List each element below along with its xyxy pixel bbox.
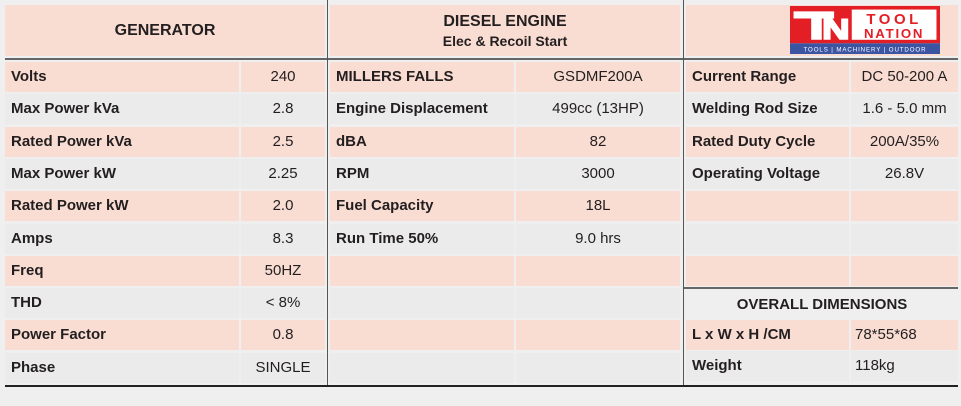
column-divider [683, 0, 684, 386]
spec-label: dBA [330, 127, 514, 157]
spec-label: L x W x H /CM [686, 320, 849, 350]
svg-text:TOOLS | MACHINERY | OUTDOOR: TOOLS | MACHINERY | OUTDOOR [804, 46, 927, 53]
diesel-title: DIESEL ENGINE [443, 12, 567, 30]
spec-value: 118kg [851, 351, 958, 381]
spec-label [330, 353, 514, 383]
svg-text:NATION: NATION [864, 26, 924, 41]
spec-label: Run Time 50% [330, 224, 514, 254]
spec-label: Max Power kVa [5, 94, 239, 124]
spec-value: 2.8 [241, 94, 325, 124]
spec-value: 1.6 - 5.0 mm [851, 94, 958, 124]
tool-nation-logo: TOOL NATION TOOLS | MACHINERY | OUTDOOR [790, 6, 940, 54]
spec-label: Phase [5, 353, 239, 383]
spec-value [516, 320, 680, 350]
dimensions-divider [684, 287, 958, 289]
spec-label: Engine Displacement [330, 94, 514, 124]
spec-label [686, 256, 849, 286]
spec-value: 50HZ [241, 256, 325, 286]
spec-value [851, 191, 958, 221]
spec-value: SINGLE [241, 353, 325, 383]
spec-value: 78*55*68 [851, 320, 958, 350]
spec-value: 2.5 [241, 127, 325, 157]
spec-value: 240 [241, 62, 325, 92]
diesel-subtitle: Elec & Recoil Start [442, 32, 568, 49]
spec-value: 499cc (13HP) [516, 94, 680, 124]
spec-value: 2.0 [241, 191, 325, 221]
spec-label: RPM [330, 159, 514, 189]
spec-label [330, 288, 514, 318]
spec-value: < 8% [241, 288, 325, 318]
spec-value: DC 50-200 A [851, 62, 958, 92]
spec-label: Rated Power kW [5, 191, 239, 221]
svg-text:TOOL: TOOL [866, 11, 921, 28]
spec-value: 0.8 [241, 320, 325, 350]
spec-value: 18L [516, 191, 680, 221]
spec-value [851, 224, 958, 254]
spec-label: MILLERS FALLS [330, 62, 514, 92]
spec-value: 2.25 [241, 159, 325, 189]
spec-value: 26.8V [851, 159, 958, 189]
spec-label: Power Factor [5, 320, 239, 350]
spec-value: 200A/35% [851, 127, 958, 157]
header-divider [5, 58, 958, 60]
spec-value: 8.3 [241, 224, 325, 254]
spec-label: Weight [686, 351, 849, 381]
spec-value: GSDMF200A [516, 62, 680, 92]
spec-value: 3000 [516, 159, 680, 189]
spec-value [516, 256, 680, 286]
spec-label: Current Range [686, 62, 849, 92]
generator-header: GENERATOR [5, 5, 325, 56]
bottom-rule [5, 385, 958, 387]
spec-label [686, 224, 849, 254]
spec-label: Welding Rod Size [686, 94, 849, 124]
spec-label: Volts [5, 62, 239, 92]
spec-label: Amps [5, 224, 239, 254]
spec-label [330, 320, 514, 350]
spec-value [516, 288, 680, 318]
spec-value [851, 256, 958, 286]
generator-title: GENERATOR [114, 21, 216, 39]
spec-label: Fuel Capacity [330, 191, 514, 221]
diesel-header: DIESEL ENGINE Elec & Recoil Start [330, 5, 680, 56]
spec-value: 9.0 hrs [516, 224, 680, 254]
dimensions-title: OVERALL DIMENSIONS [736, 296, 908, 313]
spec-label: THD [5, 288, 239, 318]
spec-label: Max Power kW [5, 159, 239, 189]
spec-label: Rated Duty Cycle [686, 127, 849, 157]
spec-label: Freq [5, 256, 239, 286]
column-divider [327, 0, 328, 386]
spec-value: 82 [516, 127, 680, 157]
spec-label: Rated Power kVa [5, 127, 239, 157]
spec-label [330, 256, 514, 286]
tn-logo-icon: TOOL NATION TOOLS | MACHINERY | OUTDOOR [790, 6, 940, 54]
spec-value [516, 353, 680, 383]
spec-label [686, 191, 849, 221]
spec-label: Operating Voltage [686, 159, 849, 189]
